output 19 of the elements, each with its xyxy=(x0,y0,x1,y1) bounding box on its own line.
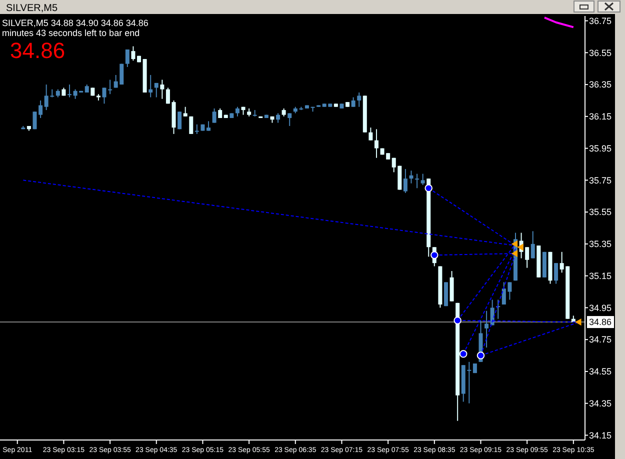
chart-title: SILVER,M5 34.88 34.90 34.86 34.86 xyxy=(2,18,148,28)
y-tick-label: 34.55 xyxy=(589,366,612,377)
y-tick-label: 36.15 xyxy=(589,112,612,122)
y-tick-label: 34.15 xyxy=(589,430,612,440)
y-tick-label: 35.35 xyxy=(589,239,612,250)
y-tick-label: 36.55 xyxy=(589,48,612,58)
text: SILVER,M5 xyxy=(6,3,58,14)
y-tick-label: 34.95 xyxy=(589,302,612,313)
y-tick-label: 36.75 xyxy=(589,16,612,26)
y-tick-label: 34.75 xyxy=(589,334,612,345)
y-tick-label: 34.35 xyxy=(589,398,612,408)
text: minutes 43 seconds left to bar end xyxy=(2,28,140,38)
y-tick-label: 35.15 xyxy=(589,270,612,281)
annotation: 34.86 xyxy=(10,38,66,63)
y-tick-label: 36.35 xyxy=(589,80,612,90)
ref-line-label: 34.86 xyxy=(589,317,612,328)
y-tick-label: 35.95 xyxy=(589,143,612,154)
y-tick-label: 35.75 xyxy=(589,175,612,186)
y-tick-label: 35.55 xyxy=(589,207,612,218)
